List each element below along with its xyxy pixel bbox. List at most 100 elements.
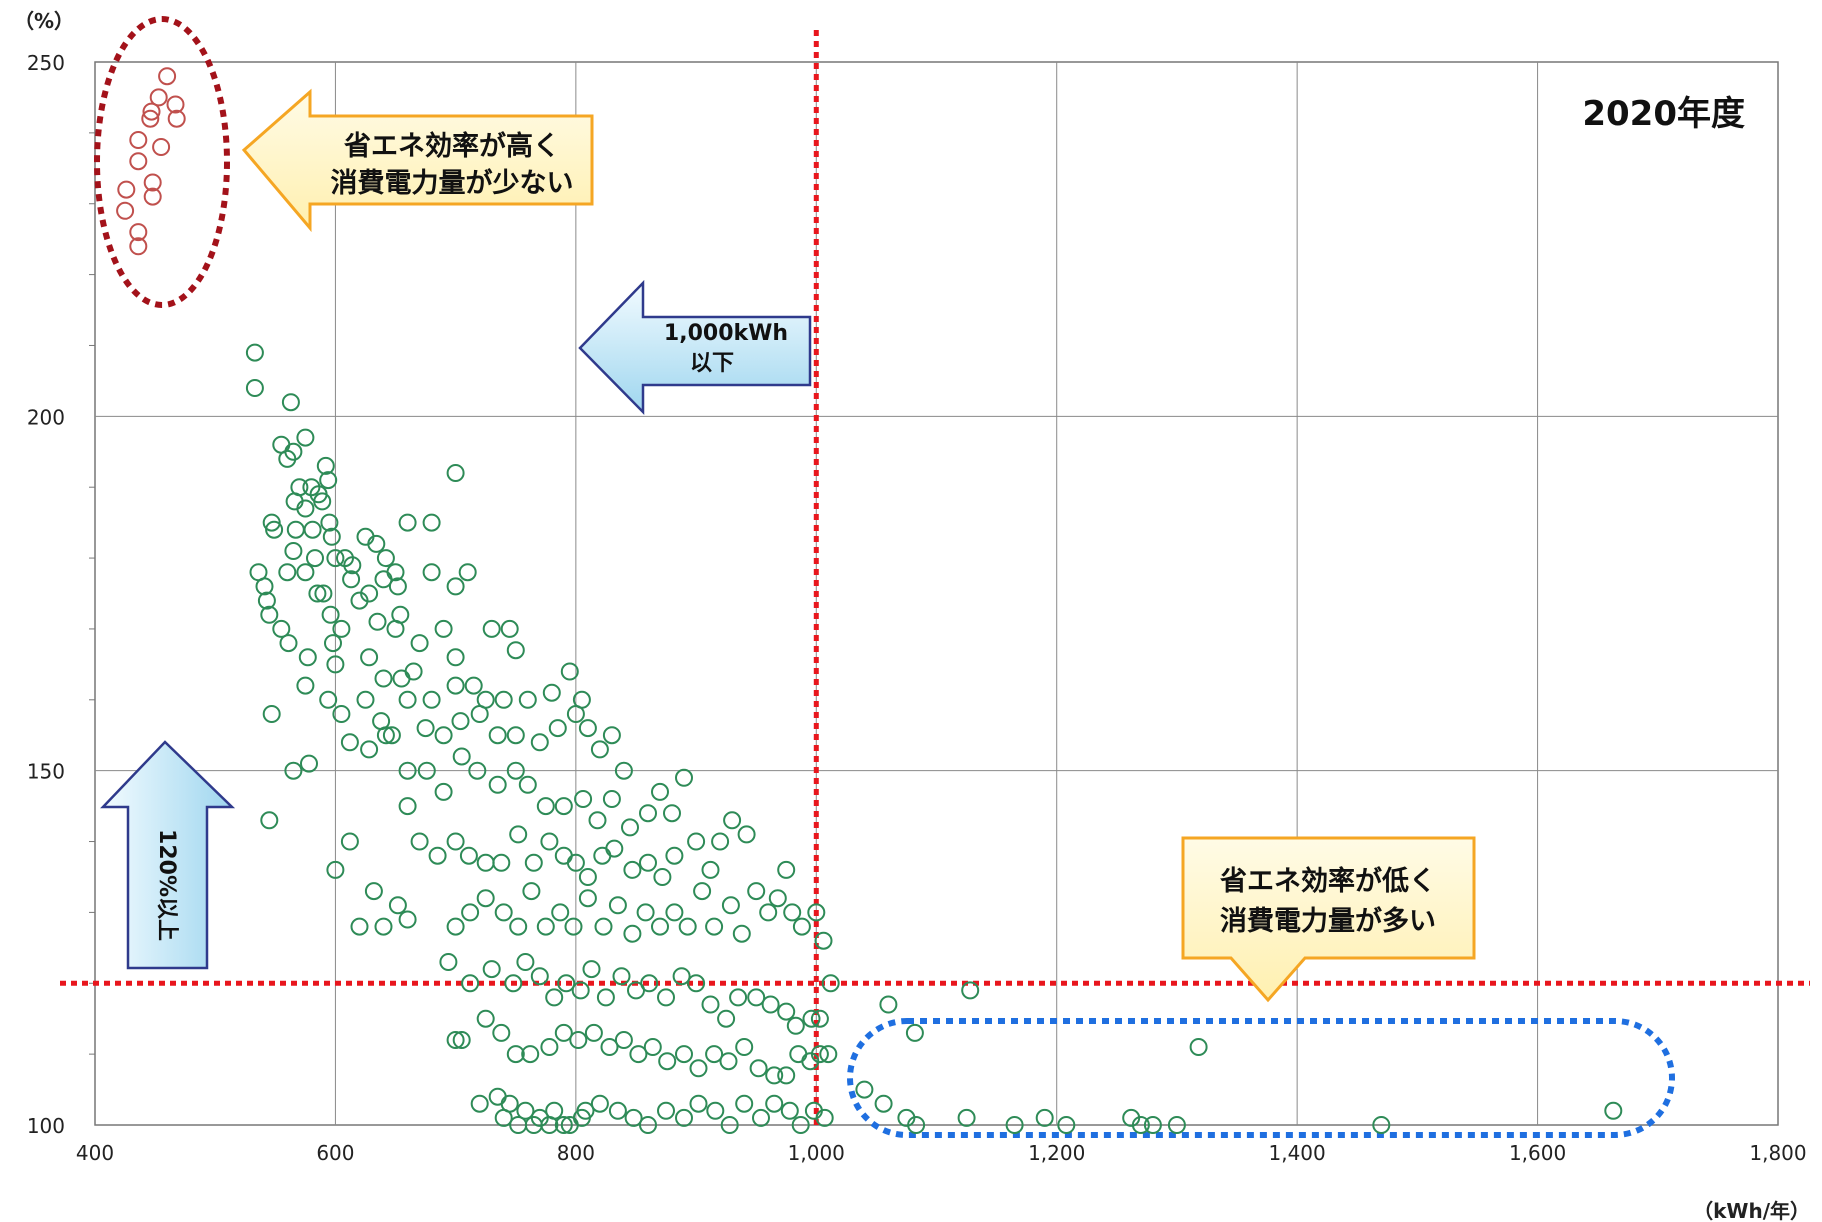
data-point — [777, 860, 796, 879]
data-point — [720, 1116, 739, 1134]
data-point — [819, 1045, 838, 1064]
data-point — [492, 853, 511, 872]
data-point — [410, 832, 429, 851]
data-point — [548, 719, 567, 738]
data-point — [255, 577, 274, 596]
data-point — [422, 690, 441, 709]
data-point — [629, 1045, 648, 1064]
data-point — [143, 173, 162, 192]
data-point — [687, 974, 706, 993]
data-point — [957, 1108, 976, 1127]
data-point — [675, 768, 693, 787]
data-point — [723, 811, 742, 830]
data-point — [961, 981, 980, 1000]
data-point — [285, 492, 304, 511]
data-point — [506, 726, 525, 745]
data-point — [303, 520, 322, 539]
data-point — [874, 1094, 893, 1113]
data-point — [152, 138, 171, 156]
data-point — [1143, 1116, 1162, 1134]
data-point — [300, 754, 318, 773]
data-point — [298, 648, 317, 667]
data-point — [446, 648, 465, 667]
data-point — [356, 690, 375, 709]
data-point — [398, 513, 417, 532]
data-point — [446, 464, 465, 482]
data-point — [678, 917, 697, 936]
data-point — [470, 705, 489, 723]
data-point — [747, 988, 766, 1007]
data-point — [623, 924, 642, 943]
data-point — [428, 846, 447, 865]
x-tick-label: 1,200 — [1028, 1141, 1085, 1165]
data-point — [518, 775, 537, 794]
data-point — [879, 995, 898, 1014]
data-point — [321, 605, 340, 624]
data-point — [364, 882, 383, 901]
data-point — [260, 605, 279, 624]
data-point — [594, 917, 613, 936]
data-point — [464, 676, 483, 695]
data-point — [343, 556, 362, 575]
data-point — [578, 719, 597, 738]
data-point — [639, 804, 657, 823]
data-point — [651, 782, 669, 801]
data-point — [855, 1080, 874, 1099]
data-point — [608, 896, 627, 915]
data-point — [468, 761, 487, 780]
data-point — [506, 641, 525, 660]
data-point — [265, 520, 284, 539]
pct-threshold-arrow: 120%以上 — [100, 740, 236, 970]
data-point — [398, 797, 417, 816]
data-point — [810, 1045, 829, 1064]
data-point — [551, 903, 570, 922]
data-point — [296, 563, 315, 582]
data-point — [482, 619, 501, 638]
data-point — [284, 542, 303, 560]
data-point — [374, 917, 393, 936]
data-point — [142, 102, 161, 121]
data-point — [314, 584, 333, 603]
data-point — [536, 917, 555, 936]
data-point — [492, 1023, 511, 1042]
low-efficiency-text-2: 消費電力量が多い — [1220, 905, 1436, 937]
data-points — [116, 67, 1623, 1134]
data-point — [382, 726, 401, 745]
high-efficiency-group-outline — [94, 16, 230, 308]
data-point — [129, 131, 148, 149]
data-point — [569, 1031, 588, 1049]
data-point — [320, 513, 339, 532]
data-point — [600, 1038, 619, 1056]
data-point — [564, 917, 583, 936]
data-point — [814, 931, 833, 950]
data-point — [665, 846, 684, 865]
data-point — [643, 1038, 662, 1056]
data-point — [129, 223, 148, 242]
data-point — [167, 109, 186, 128]
data-point — [494, 1108, 513, 1127]
data-point — [614, 761, 633, 780]
data-point — [326, 860, 345, 879]
data-point — [446, 917, 465, 936]
data-point — [278, 563, 297, 582]
data-point — [284, 761, 303, 780]
data-point — [636, 903, 655, 922]
data-point — [701, 995, 720, 1014]
data-point — [398, 690, 417, 709]
data-point — [461, 903, 480, 922]
data-point — [417, 761, 436, 780]
data-point — [777, 1002, 796, 1021]
high-efficiency-callout: 省エネ効率が高く 消費電力量が少ない — [241, 88, 594, 233]
data-point — [388, 577, 407, 596]
data-point — [342, 570, 361, 589]
data-point — [374, 669, 393, 688]
data-point — [1005, 1116, 1024, 1134]
y-axis-ticks: 100 150 200 250 — [27, 51, 95, 1138]
pct-arrow-text: 120%以上 — [154, 829, 179, 941]
data-point — [689, 1059, 708, 1078]
data-point — [446, 577, 465, 596]
data-point — [522, 882, 541, 901]
y-tick-label: 250 — [27, 51, 65, 75]
data-point — [350, 917, 369, 936]
data-point — [545, 988, 564, 1007]
